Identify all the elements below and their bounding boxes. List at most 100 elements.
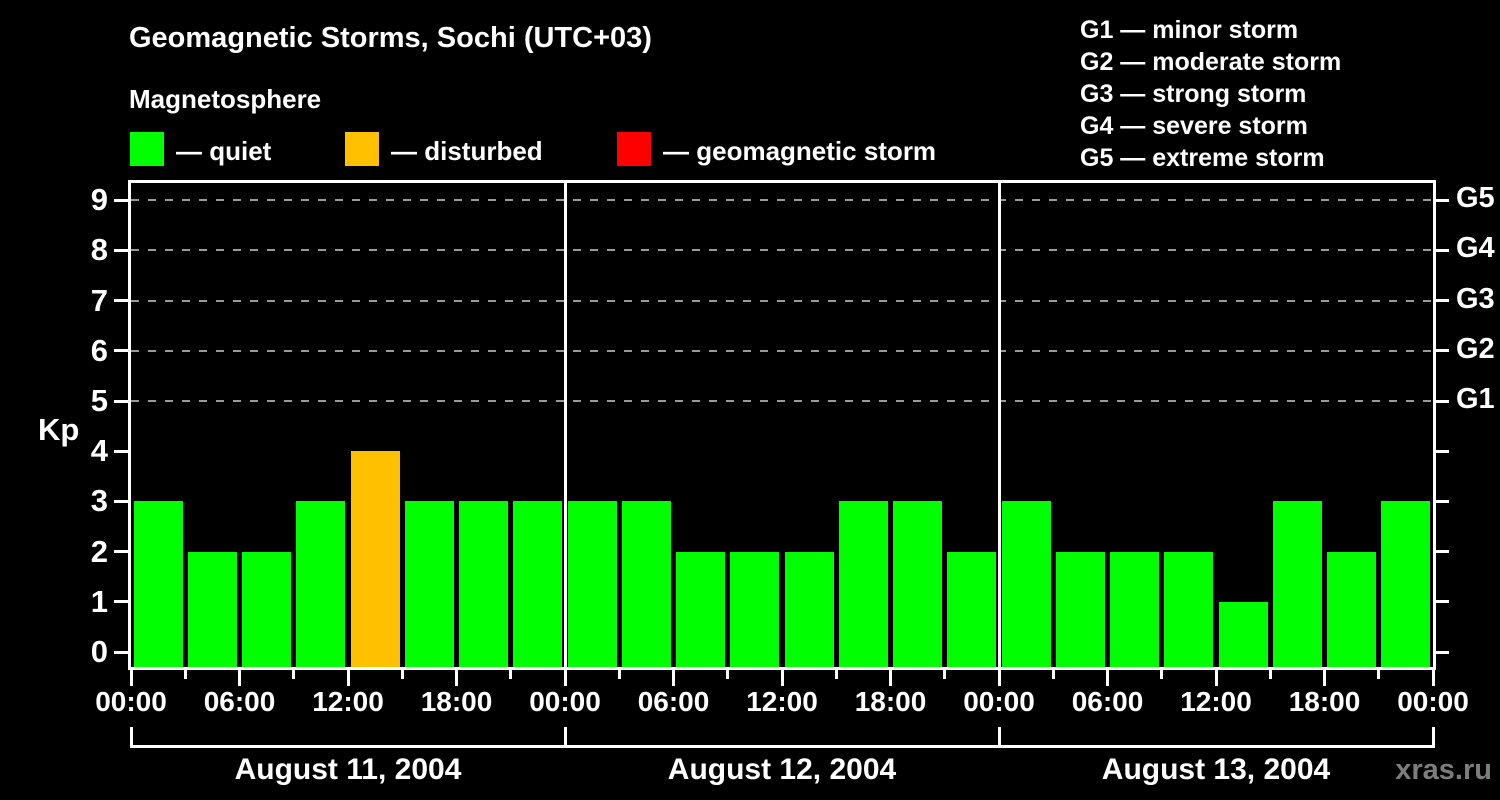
date-label: August 12, 2004 <box>667 753 897 786</box>
x-tick <box>238 670 241 686</box>
kp-bar <box>404 501 454 667</box>
g-scale-tick-label-g4: G4 <box>1456 232 1495 265</box>
storm-scale-legend: G1 — minor storm G2 — moderate storm G3 — … <box>1080 14 1341 174</box>
x-tick-label: 06:00 <box>1071 686 1144 717</box>
x-tick <box>400 670 404 679</box>
x-tick <box>129 670 133 686</box>
legend-label-quiet: — quiet <box>176 136 272 166</box>
x-tick-label: 18:00 <box>1288 686 1361 717</box>
y-tick-label: 0 <box>90 634 108 669</box>
x-tick-label: 12:00 <box>1180 686 1252 717</box>
x-tick <box>1377 670 1381 679</box>
x-tick <box>780 670 784 686</box>
y-tick-left <box>114 449 128 453</box>
day-separator <box>563 183 567 667</box>
chart-subtitle: Magnetosphere <box>129 84 322 114</box>
kp-bar <box>567 501 617 667</box>
y-tick-left <box>114 550 128 554</box>
kp-bar <box>1218 601 1268 667</box>
watermark: xras.ru <box>1395 754 1492 786</box>
y-tick-label: 6 <box>90 332 108 368</box>
y-tick-left <box>114 198 128 202</box>
x-tick <box>509 670 513 679</box>
kp-bar <box>676 551 726 667</box>
x-tick-label: 00:00 <box>529 686 601 717</box>
x-tick <box>672 670 675 686</box>
x-tick-label: 00:00 <box>95 686 167 717</box>
kp-bar <box>459 501 509 667</box>
x-tick-label: 00:00 <box>1397 686 1469 717</box>
y-tick-label: 8 <box>90 232 108 268</box>
y-tick-right <box>1435 600 1449 604</box>
kp-bar <box>133 501 183 667</box>
x-tick <box>1051 670 1055 679</box>
kp-bar <box>621 501 671 667</box>
gridline-kp7 <box>131 299 1433 302</box>
date-bracket <box>131 745 1433 748</box>
kp-bar <box>187 551 237 667</box>
y-tick-left <box>114 299 128 303</box>
kp-bar <box>242 551 292 667</box>
y-tick-label: 2 <box>90 533 108 569</box>
y-tick-left <box>114 399 128 403</box>
x-tick <box>1160 670 1164 679</box>
y-tick-label: 7 <box>90 282 108 318</box>
date-bracket-tick <box>997 727 1001 748</box>
kp-bar <box>838 501 888 667</box>
y-tick-right <box>1435 399 1449 403</box>
g-scale-tick-label-g2: G2 <box>1456 332 1495 365</box>
kp-bar <box>784 551 834 667</box>
y-tick-left <box>114 499 128 503</box>
x-tick <box>346 670 350 686</box>
x-tick-label: 18:00 <box>420 686 493 717</box>
date-bracket-tick <box>129 727 133 748</box>
kp-bar <box>893 501 943 667</box>
date-label: August 11, 2004 <box>234 753 462 786</box>
x-tick <box>1268 670 1272 679</box>
date-bracket-tick <box>1431 727 1435 748</box>
x-tick <box>617 670 621 679</box>
legend-swatch-storm <box>617 132 651 166</box>
date-bracket-tick <box>563 727 567 748</box>
kp-bar <box>1164 551 1214 667</box>
x-tick <box>943 670 947 679</box>
g-scale-tick-label-g3: G3 <box>1456 282 1495 315</box>
kp-bar <box>1055 551 1105 667</box>
y-tick-right <box>1435 499 1449 503</box>
x-tick <box>1431 670 1435 686</box>
kp-bar <box>947 551 997 667</box>
gridline-kp6 <box>131 349 1433 352</box>
y-tick-left <box>114 349 128 353</box>
g-scale-tick-label-g5: G5 <box>1456 182 1495 215</box>
day-separator <box>997 183 1001 667</box>
g-scale-tick-label-g1: G1 <box>1456 383 1495 415</box>
plot-inner <box>131 183 1433 667</box>
y-tick-right <box>1435 349 1449 353</box>
y-tick-right <box>1435 299 1449 303</box>
kp-bar <box>1381 501 1431 667</box>
kp-bar <box>513 501 563 667</box>
y-tick-label: 9 <box>90 182 108 218</box>
gridline-kp9 <box>131 199 1433 202</box>
x-tick-label: 06:00 <box>203 686 276 717</box>
y-tick-left <box>114 248 128 252</box>
y-tick-right <box>1435 550 1449 554</box>
x-tick <box>183 670 187 679</box>
storm-scale-line-3: G3 — strong storm <box>1080 80 1307 108</box>
x-tick-label: 12:00 <box>746 686 818 717</box>
y-tick-left <box>114 600 128 604</box>
y-tick-label: 5 <box>90 383 108 418</box>
legend-swatch-quiet <box>130 132 164 166</box>
legend-swatch-disturbed <box>345 132 379 166</box>
storm-scale-line-5: G5 — extreme storm <box>1080 144 1325 172</box>
kp-bar <box>296 501 346 667</box>
kp-bar <box>730 551 780 667</box>
legend-label-disturbed: — disturbed <box>391 136 543 166</box>
storm-scale-line-4: G4 — severe storm <box>1080 112 1308 140</box>
kp-bar <box>1110 551 1160 667</box>
y-tick-label: 1 <box>90 583 108 619</box>
y-tick-right <box>1435 248 1449 252</box>
y-tick-right <box>1435 650 1449 654</box>
x-tick <box>1323 670 1326 686</box>
